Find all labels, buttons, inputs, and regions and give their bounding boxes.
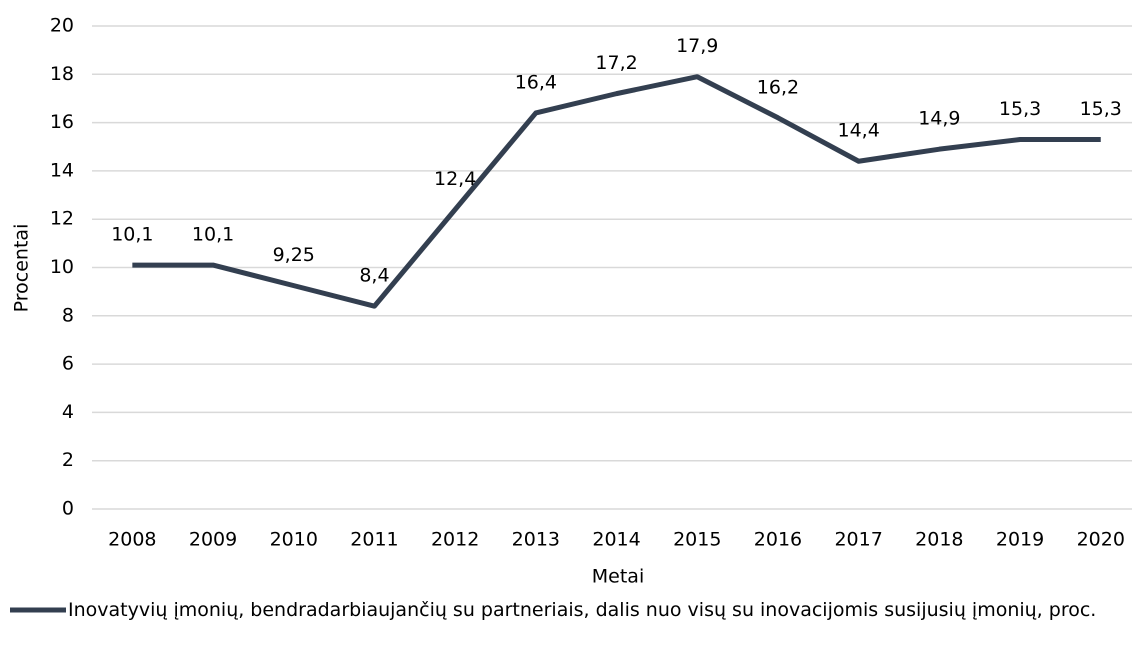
y-tick-label: 6 [62,353,74,375]
y-tick-label: 10 [50,256,74,278]
x-tick-label: 2019 [996,529,1044,551]
x-tick-label: 2015 [673,529,721,551]
data-label: 16,2 [757,76,799,98]
y-tick-label: 20 [50,15,74,37]
data-label: 10,1 [111,224,153,246]
data-label: 9,25 [273,244,315,266]
x-tick-label: 2013 [512,529,560,551]
data-label: 14,4 [837,120,879,142]
data-label: 15,3 [999,98,1041,120]
data-label: 16,4 [515,71,557,93]
y-tick-label: 2 [62,449,74,471]
y-tick-label: 18 [50,63,74,85]
y-tick-label: 12 [50,208,74,230]
y-tick-label: 14 [50,159,74,181]
y-tick-label: 0 [62,498,74,520]
x-tick-label: 2020 [1077,529,1125,551]
x-tick-label: 2010 [270,529,318,551]
x-tick-label: 2018 [915,529,963,551]
y-tick-label: 16 [50,111,74,133]
data-label: 10,1 [192,224,234,246]
data-line [132,74,1101,309]
x-axis-title: Metai [592,566,644,588]
x-tick-label: 2017 [834,529,882,551]
data-label: 17,2 [595,52,637,74]
x-tick-label: 2011 [350,529,398,551]
y-tick-label: 8 [62,304,74,326]
data-label: 15,3 [1080,98,1122,120]
y-tick-label: 4 [62,401,74,423]
x-tick-label: 2009 [189,529,237,551]
y-axis-title: Procentai [11,224,33,313]
data-label: 17,9 [676,35,718,57]
x-tick-label: 2008 [108,529,156,551]
x-tick-label: 2012 [431,529,479,551]
x-tick-label: 2014 [592,529,640,551]
data-label: 12,4 [434,168,476,190]
x-tick-label: 2016 [754,529,802,551]
data-label: 14,9 [918,108,960,130]
legend-label: Inovatyvių įmonių, bendradarbiaujančių s… [68,599,1097,621]
data-label: 8,4 [359,265,389,287]
